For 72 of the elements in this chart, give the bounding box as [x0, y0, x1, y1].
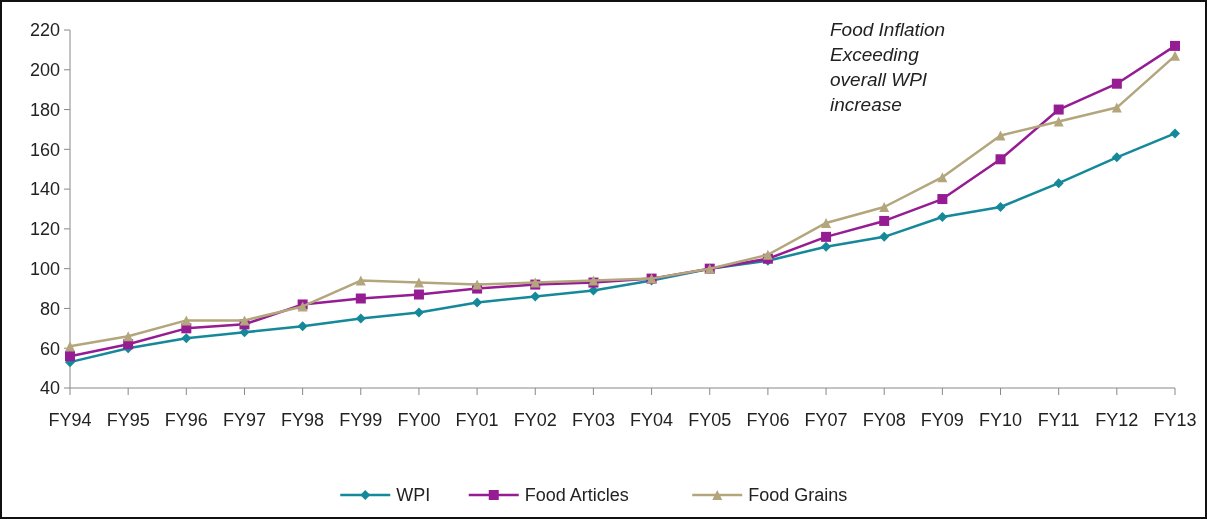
point — [355, 275, 366, 286]
y-tick-label: 60 — [39, 338, 60, 359]
x-tick-label: FY08 — [862, 410, 906, 430]
x-tick-label: FY97 — [222, 410, 266, 430]
point — [995, 154, 1006, 165]
x-tick-label: FY00 — [397, 410, 441, 430]
point — [1111, 102, 1122, 113]
point — [1111, 152, 1122, 163]
annotation: Food Inflation Exceeding overall WPI increase — [830, 19, 946, 115]
x-tick-label: FY04 — [630, 410, 674, 430]
point — [1170, 40, 1180, 51]
point — [937, 172, 948, 183]
point — [1111, 78, 1122, 89]
point — [879, 202, 890, 213]
point — [239, 315, 250, 326]
point — [1053, 116, 1064, 127]
point — [181, 333, 192, 344]
x-tick-label: FY06 — [746, 410, 790, 430]
point — [821, 231, 832, 242]
point — [355, 293, 366, 304]
point — [297, 321, 308, 332]
point — [1053, 178, 1064, 189]
point — [879, 215, 890, 226]
x-tick-label: FY07 — [804, 410, 848, 430]
point — [937, 194, 948, 205]
y-tick-label: 100 — [29, 258, 60, 279]
point — [879, 231, 890, 242]
point — [995, 202, 1006, 213]
x-tick-label: FY12 — [1095, 410, 1139, 430]
point — [65, 341, 75, 352]
point — [413, 277, 424, 288]
point — [995, 130, 1006, 141]
point — [472, 297, 483, 308]
point — [762, 249, 773, 260]
point — [821, 217, 832, 228]
legend-label: Food Articles — [524, 485, 629, 506]
x-tick-label: FY95 — [106, 410, 150, 430]
point — [413, 307, 424, 318]
point — [937, 211, 948, 222]
point — [181, 315, 192, 326]
x-tick-label: FY94 — [48, 410, 92, 430]
x-tick-label: FY13 — [1153, 410, 1197, 430]
y-tick-label: 120 — [29, 219, 60, 240]
y-tick-label: 40 — [39, 378, 60, 399]
point — [1170, 50, 1180, 61]
legend-label: WPI — [396, 485, 431, 506]
y-tick-label: 220 — [29, 20, 60, 41]
x-tick-label: FY98 — [281, 410, 325, 430]
x-tick-label: FY03 — [571, 410, 615, 430]
x-tick-label: FY09 — [920, 410, 964, 430]
x-tick-label: FY10 — [979, 410, 1023, 430]
x-tick-label: FY11 — [1037, 410, 1080, 430]
point — [123, 331, 134, 342]
legend-label: Food Grains — [748, 485, 848, 506]
point — [1053, 104, 1064, 115]
x-tick-label: FY02 — [513, 410, 557, 430]
point — [355, 313, 366, 324]
x-tick-label: FY96 — [164, 410, 208, 430]
point — [821, 241, 832, 252]
x-tick-label: FY01 — [455, 410, 499, 430]
point — [65, 351, 75, 362]
point — [472, 279, 483, 290]
x-tick-label: FY99 — [339, 410, 383, 430]
y-tick-label: 140 — [29, 179, 60, 200]
point — [530, 291, 541, 302]
y-tick-label: 200 — [29, 60, 60, 81]
point — [1170, 128, 1180, 139]
y-tick-label: 160 — [29, 139, 60, 160]
y-tick-label: 80 — [39, 298, 60, 319]
point — [413, 289, 424, 300]
x-tick-label: FY05 — [688, 410, 732, 430]
y-tick-label: 180 — [29, 99, 60, 120]
